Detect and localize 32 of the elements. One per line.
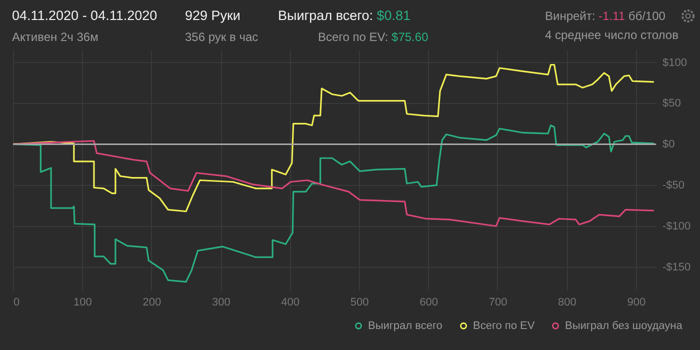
y-tick-label: $0 bbox=[662, 138, 675, 151]
x-tick-label: 400 bbox=[281, 296, 300, 308]
x-tick-label: 0 bbox=[14, 296, 20, 308]
x-tick-label: 300 bbox=[212, 296, 230, 308]
x-tick-label: 200 bbox=[142, 296, 162, 308]
chart-subtitle: Активен 2ч 36м bbox=[12, 30, 98, 44]
x-tick-label: 500 bbox=[350, 296, 369, 308]
text: 4 среднее число столов bbox=[545, 28, 678, 42]
x-tick-label: 900 bbox=[627, 296, 646, 308]
line-series bbox=[12, 64, 655, 212]
text: -1.11 bbox=[598, 9, 626, 23]
y-tick-label: $100 bbox=[662, 56, 687, 69]
text: бб/100 bbox=[627, 9, 666, 23]
y-tick-label: $50 bbox=[662, 98, 681, 110]
x-tick-label: 100 bbox=[74, 296, 92, 308]
text: Винрейт: bbox=[545, 9, 596, 23]
x-tick-label: 800 bbox=[558, 296, 576, 308]
legend-label: Выиграл без шоудауна bbox=[565, 320, 684, 332]
legend-label: Выиграл всего bbox=[368, 320, 442, 332]
y-tick-label: -$150 bbox=[662, 262, 691, 274]
x-tick-label: 600 bbox=[420, 296, 438, 308]
y-tick-label: -$100 bbox=[662, 220, 691, 233]
y-tick-label: -$50 bbox=[662, 180, 685, 192]
legend-label: Всего по EV bbox=[473, 320, 536, 332]
text: $75.60 bbox=[390, 30, 428, 44]
text: Всего по EV: bbox=[318, 30, 388, 44]
x-tick-label: 700 bbox=[488, 296, 508, 308]
text: Выиграл всего: bbox=[278, 8, 373, 23]
text: 356 рук в час bbox=[185, 30, 258, 44]
chart-title: 04.11.2020 - 04.11.2020 bbox=[12, 8, 158, 23]
text: 929 Руки bbox=[185, 8, 240, 23]
text: $0.81 bbox=[376, 8, 411, 23]
